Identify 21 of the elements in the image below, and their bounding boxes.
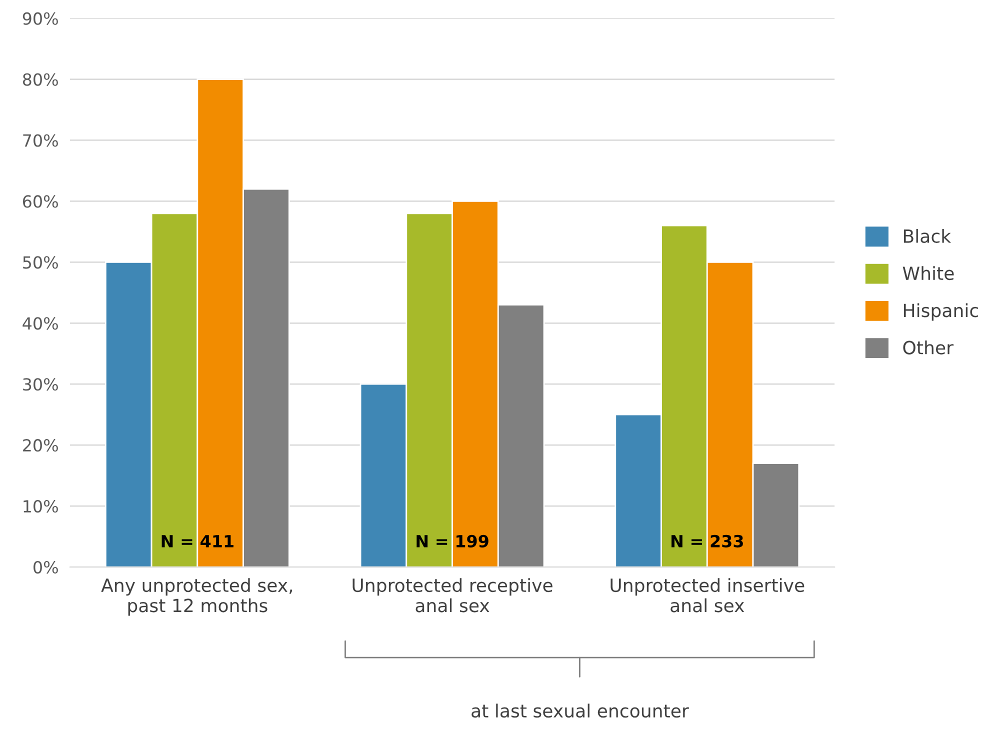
- y-tick-label: 80%: [22, 73, 58, 86]
- annotation: N = 199: [416, 534, 488, 548]
- x-tick-label: Unprotected receptive anal sex: [352, 578, 552, 612]
- y-tick-label: 20%: [23, 439, 58, 452]
- y-tick-label: 0%: [34, 560, 58, 574]
- y-tick-label: 70%: [23, 134, 58, 147]
- legend-label: Black: [904, 228, 952, 243]
- y-tick-label: 50%: [23, 256, 58, 269]
- y-tick-label: 60%: [23, 195, 58, 208]
- x-tick-label: Unprotected insertive anal sex: [610, 578, 804, 612]
- text: at last sexual encounter: [472, 704, 689, 718]
- x-tick-label: Any unprotected sex, past 12 months: [101, 578, 292, 616]
- legend-label: Other: [903, 340, 954, 354]
- annotation: N = 233: [672, 534, 743, 548]
- legend-label: Hispanic: [904, 303, 978, 321]
- y-tick-label: 40%: [22, 317, 58, 330]
- legend-label: White: [902, 266, 954, 280]
- y-tick-label: 90%: [22, 12, 58, 25]
- annotation: N = 411: [162, 535, 234, 548]
- y-tick-label: 30%: [23, 378, 58, 391]
- y-tick-label: 10%: [24, 500, 58, 513]
